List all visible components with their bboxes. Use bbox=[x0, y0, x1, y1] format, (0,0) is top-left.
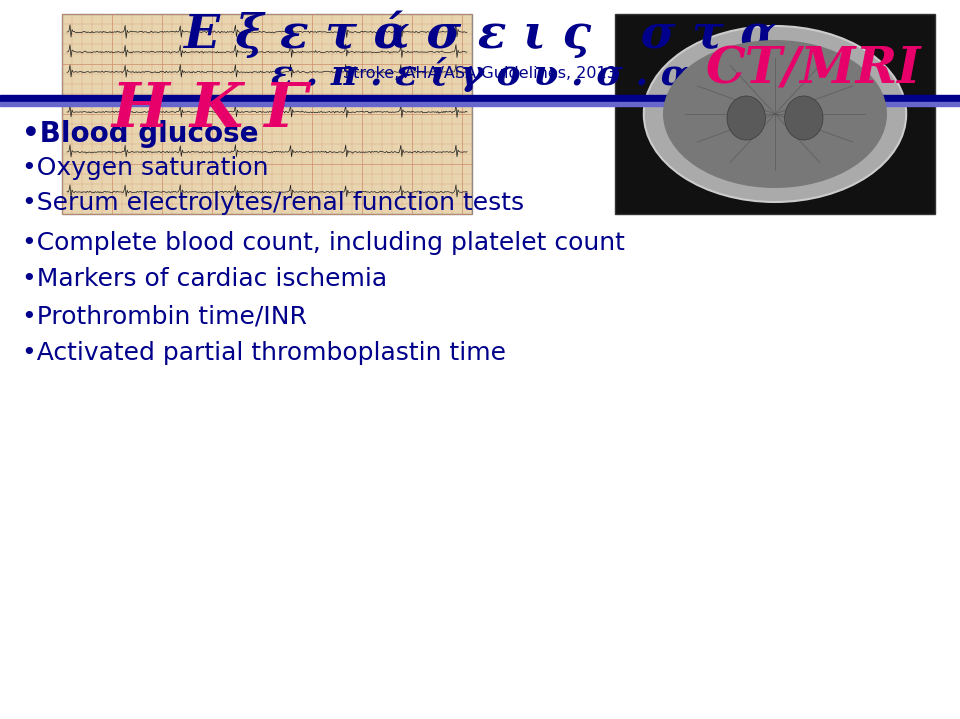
Text: •Prothrombin time/INR: •Prothrombin time/INR bbox=[22, 304, 307, 328]
Ellipse shape bbox=[784, 96, 823, 140]
Ellipse shape bbox=[644, 26, 906, 202]
Text: •Markers of cardiac ischemia: •Markers of cardiac ischemia bbox=[22, 267, 387, 291]
Text: ε . π . ε ί γ ο υ . σ . α: ε . π . ε ί γ ο υ . σ . α bbox=[272, 57, 688, 91]
Text: •Oxygen saturation: •Oxygen saturation bbox=[22, 156, 269, 180]
Ellipse shape bbox=[663, 40, 887, 188]
Ellipse shape bbox=[727, 96, 765, 140]
Bar bbox=[62, 14, 472, 214]
Text: CT/MRI: CT/MRI bbox=[706, 45, 922, 94]
Text: •Complete blood count, including platelet count: •Complete blood count, including platele… bbox=[22, 231, 625, 255]
Text: •Blood glucose: •Blood glucose bbox=[22, 120, 258, 148]
Text: Ε ξ ε τ ά σ ε ι ς   σ τ α: Ε ξ ε τ ά σ ε ι ς σ τ α bbox=[183, 10, 777, 58]
Text: •Activated partial thromboplastin time: •Activated partial thromboplastin time bbox=[22, 341, 506, 365]
Bar bbox=[0, 102, 960, 106]
Text: Η Κ Γ: Η Κ Γ bbox=[111, 80, 308, 140]
Text: •Serum electrolytes/renal function tests: •Serum electrolytes/renal function tests bbox=[22, 191, 524, 215]
Bar bbox=[0, 95, 960, 101]
Bar bbox=[615, 14, 935, 214]
Text: Stroke, AHA/ASA Guidelines, 2013: Stroke, AHA/ASA Guidelines, 2013 bbox=[343, 66, 617, 81]
